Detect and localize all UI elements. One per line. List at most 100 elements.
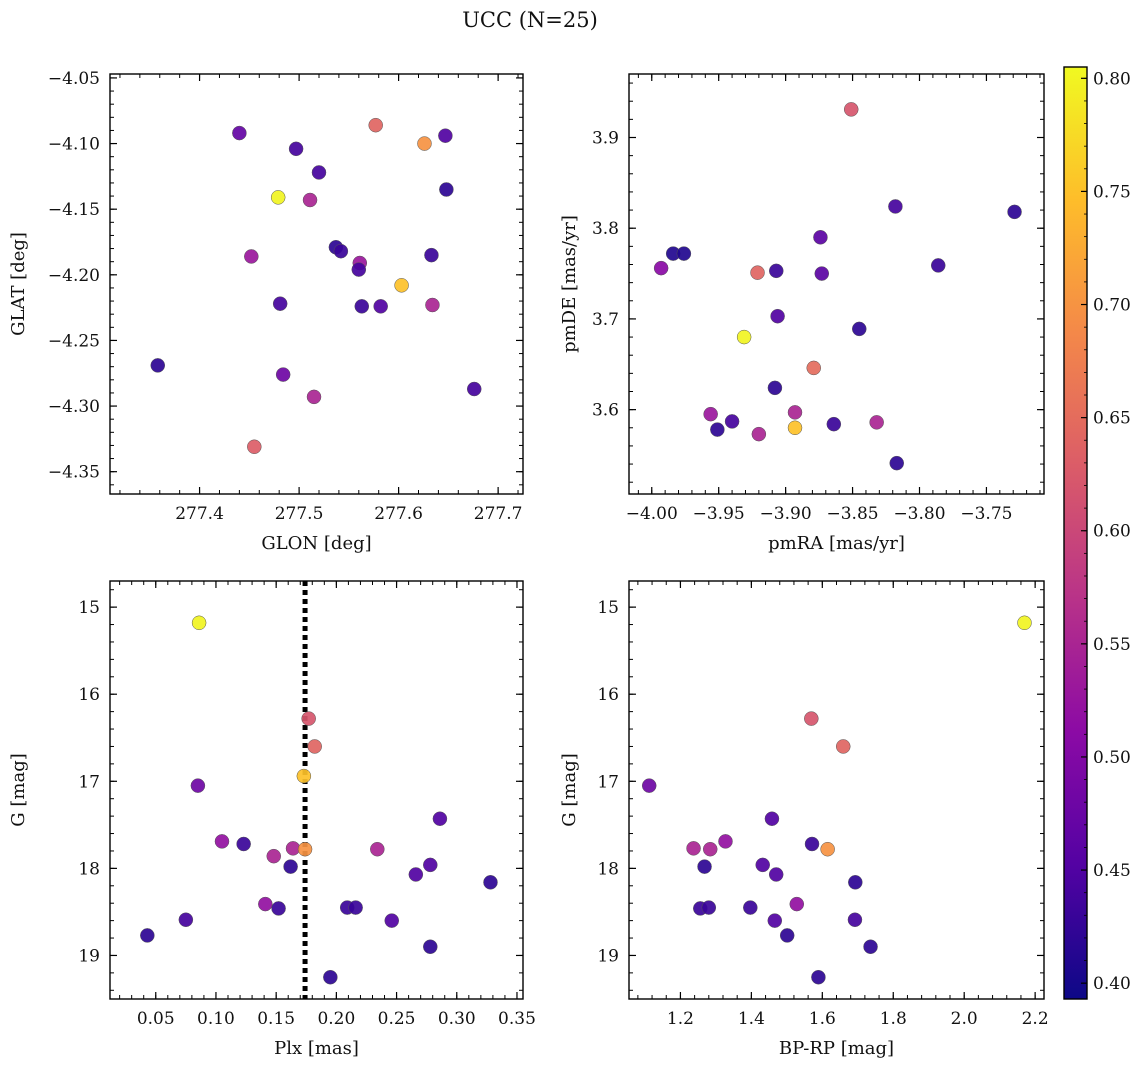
data-point [755, 857, 770, 873]
data-point [297, 841, 313, 857]
x-tick-label: 0.20 [317, 1009, 355, 1029]
panel-glon-glat: 277.4 277.5 277.6 277.7 −4.35 −4.30 −4.25 −4.20… [8, 69, 524, 554]
points [641, 615, 1032, 985]
data-point [835, 739, 851, 754]
x-tick-label: −3.85 [827, 504, 879, 524]
colorbar: 0.40 0.45 0.50 0.55 0.60 0.65 0.70 0.75 0.80 [1063, 66, 1131, 1000]
data-point [296, 768, 312, 784]
data-point [302, 192, 318, 208]
y-axis-label: G [mag] [559, 753, 580, 826]
data-point [653, 260, 669, 276]
y-tick-label: 18 [78, 859, 100, 879]
data-point [311, 165, 327, 180]
data-point [820, 841, 835, 857]
data-point [417, 136, 432, 151]
data-point [394, 278, 409, 293]
y-tick-label: 3.8 [592, 219, 619, 239]
data-point [811, 969, 826, 985]
figure-title: UCC (N=25) [462, 8, 598, 32]
x-tick-label: −3.95 [693, 504, 745, 524]
x-tick-label: 0.05 [137, 1009, 175, 1029]
data-point [804, 711, 819, 726]
x-tick-label: 0.35 [498, 1009, 536, 1029]
data-point [236, 836, 251, 852]
data-point [826, 416, 842, 432]
data-point [889, 455, 904, 471]
x-tick-label: 0.30 [438, 1009, 476, 1029]
y-tick-label: 18 [597, 859, 619, 879]
data-point [869, 415, 884, 430]
x-tick-label: 277.7 [474, 504, 523, 524]
y-axis-label: G [mag] [8, 753, 29, 826]
y-tick-label: 17 [78, 772, 100, 792]
x-tick-label: 1.2 [667, 1009, 694, 1029]
colorbar-tick-label: 0.70 [1093, 296, 1131, 316]
colorbar-tick-label: 0.80 [1093, 69, 1131, 89]
data-point [787, 405, 803, 420]
data-point [351, 262, 367, 277]
data-point [703, 406, 718, 422]
data-point [770, 308, 785, 324]
data-point [214, 834, 230, 849]
data-point [270, 190, 286, 205]
data-point [150, 358, 166, 373]
x-tick-label: 2.2 [1022, 1009, 1049, 1029]
data-point [697, 859, 712, 874]
data-point [483, 875, 498, 890]
data-point [370, 841, 385, 857]
data-point [852, 321, 867, 337]
y-axis-label: pmDE [mas/yr] [559, 215, 580, 353]
x-tick-label: 0.25 [378, 1009, 416, 1029]
data-point [750, 265, 765, 280]
data-point [373, 299, 388, 314]
x-tick-label: 277.5 [275, 504, 324, 524]
y-tick-label: −4.05 [48, 69, 100, 89]
y-tick-label: −4.25 [48, 331, 100, 351]
data-point [384, 913, 400, 928]
colorbar-tick-label: 0.40 [1093, 974, 1131, 994]
data-point [789, 896, 805, 912]
data-point [271, 901, 286, 916]
colorbar-tick-label: 0.65 [1093, 409, 1131, 429]
data-point [140, 928, 155, 943]
data-point [301, 711, 316, 726]
data-point [843, 102, 859, 117]
colorbar-tick-label: 0.75 [1093, 182, 1131, 202]
x-axis-label: pmRA [mas/yr] [768, 533, 905, 554]
y-tick-label: −4.20 [48, 266, 100, 286]
data-point [701, 900, 717, 915]
y-tick-label: 19 [597, 946, 619, 966]
x-tick-label: −3.80 [893, 504, 945, 524]
y-tick-label: 17 [597, 772, 619, 792]
axes-frame [109, 580, 524, 1000]
data-point [814, 266, 830, 281]
y-axis-label: GLAT [deg] [8, 232, 29, 336]
data-point [258, 896, 273, 912]
x-tick-label: −3.90 [760, 504, 812, 524]
x-axis-label: GLON [deg] [261, 533, 371, 554]
data-point [306, 389, 322, 405]
data-point [438, 128, 453, 143]
colorbar-tick-label: 0.45 [1093, 861, 1131, 881]
data-point [348, 900, 363, 915]
data-point [425, 297, 440, 313]
axes-frame [109, 73, 524, 495]
data-point [769, 263, 784, 279]
x-tick-label: 2.0 [951, 1009, 978, 1029]
data-point [863, 939, 878, 954]
data-point [307, 739, 322, 754]
data-point [847, 912, 863, 928]
colorbar-tick-label: 0.60 [1093, 522, 1131, 542]
data-point [266, 848, 282, 864]
data-point [272, 296, 288, 311]
data-point [439, 182, 454, 197]
y-tick-label: 15 [78, 598, 100, 618]
data-point [288, 141, 304, 157]
data-point [888, 199, 903, 214]
data-point [686, 841, 701, 856]
data-point [743, 900, 758, 915]
data-point [247, 439, 262, 454]
data-point [423, 939, 438, 954]
data-point [676, 246, 692, 261]
